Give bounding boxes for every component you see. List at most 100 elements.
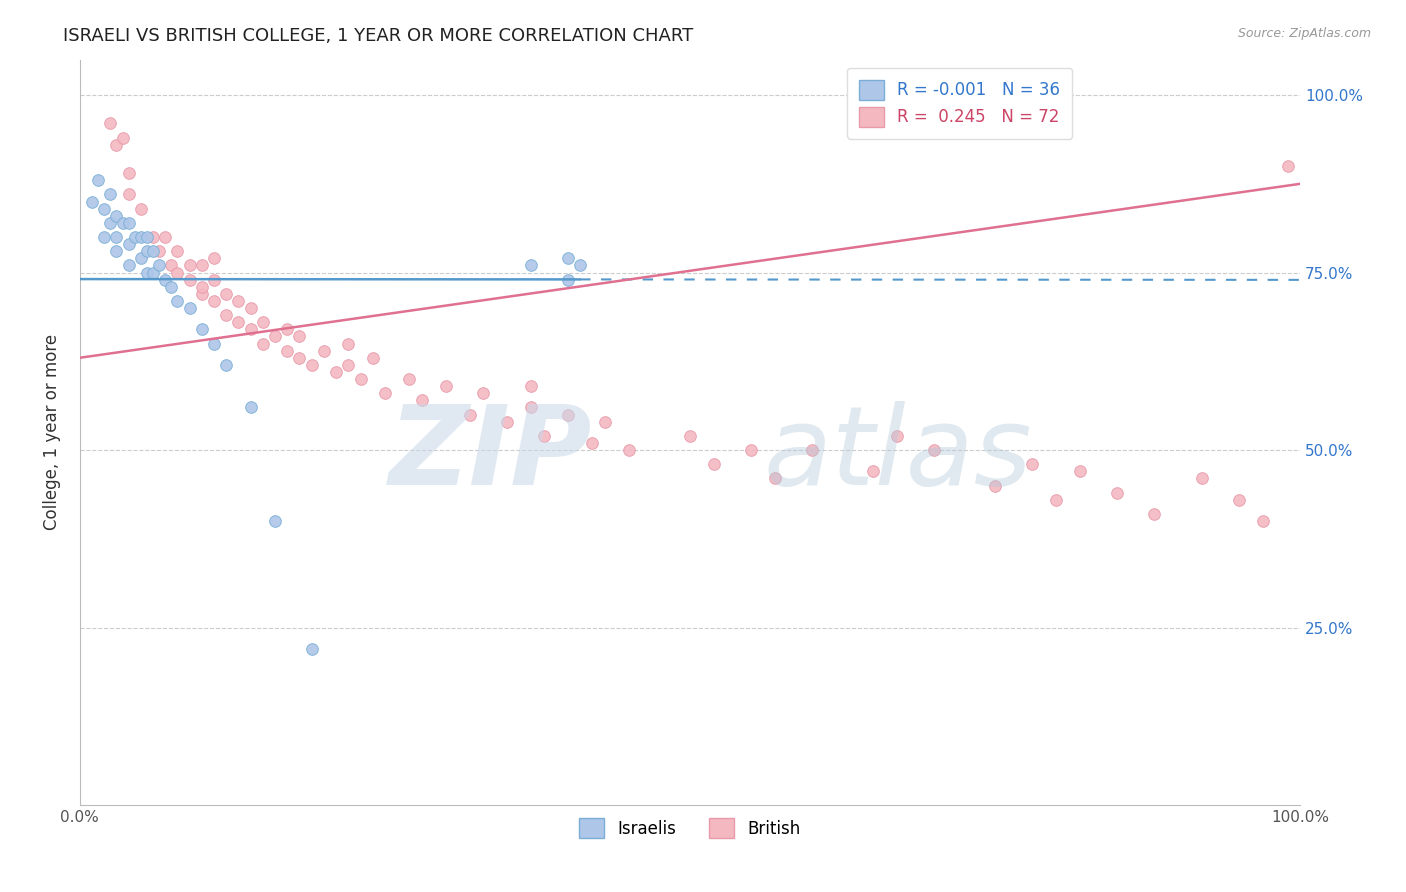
Point — [142, 244, 165, 259]
Point — [471, 386, 494, 401]
Point — [155, 273, 177, 287]
Point — [337, 358, 360, 372]
Point — [1253, 514, 1275, 528]
Point — [93, 230, 115, 244]
Point — [1045, 492, 1067, 507]
Point — [252, 336, 274, 351]
Point — [886, 429, 908, 443]
Point — [276, 322, 298, 336]
Point — [191, 322, 214, 336]
Point — [374, 386, 396, 401]
Text: Source: ZipAtlas.com: Source: ZipAtlas.com — [1237, 27, 1371, 40]
Point — [679, 429, 702, 443]
Point — [922, 443, 945, 458]
Point — [984, 478, 1007, 492]
Point — [800, 443, 823, 458]
Point — [87, 173, 110, 187]
Point — [703, 457, 725, 471]
Point — [276, 343, 298, 358]
Point — [215, 286, 238, 301]
Point — [520, 259, 543, 273]
Point — [581, 436, 603, 450]
Point — [124, 230, 146, 244]
Point — [460, 408, 482, 422]
Point — [239, 322, 262, 336]
Point — [557, 273, 579, 287]
Point — [136, 266, 159, 280]
Point — [142, 266, 165, 280]
Point — [361, 351, 384, 365]
Point — [118, 237, 141, 252]
Point — [148, 259, 170, 273]
Point — [179, 259, 201, 273]
Text: atlas: atlas — [763, 401, 1032, 508]
Point — [557, 408, 579, 422]
Point — [215, 358, 238, 372]
Point — [118, 166, 141, 180]
Point — [93, 202, 115, 216]
Point — [1142, 507, 1164, 521]
Point — [1191, 471, 1213, 485]
Point — [118, 187, 141, 202]
Point — [105, 137, 128, 152]
Point — [569, 259, 592, 273]
Point — [252, 315, 274, 329]
Point — [301, 358, 323, 372]
Point — [129, 230, 152, 244]
Point — [142, 230, 165, 244]
Point — [264, 329, 287, 343]
Point — [496, 415, 519, 429]
Point — [129, 202, 152, 216]
Point — [179, 301, 201, 315]
Point — [160, 279, 183, 293]
Point — [288, 351, 311, 365]
Point — [1277, 159, 1299, 173]
Point — [520, 379, 543, 393]
Point — [434, 379, 457, 393]
Point — [80, 194, 103, 209]
Point — [1227, 492, 1250, 507]
Point — [1105, 485, 1128, 500]
Point — [191, 259, 214, 273]
Point — [1021, 457, 1043, 471]
Point — [593, 415, 616, 429]
Point — [136, 244, 159, 259]
Point — [129, 252, 152, 266]
Point — [337, 336, 360, 351]
Point — [264, 514, 287, 528]
Point — [557, 252, 579, 266]
Point — [312, 343, 335, 358]
Point — [763, 471, 786, 485]
Text: ZIP: ZIP — [389, 401, 592, 508]
Point — [202, 273, 225, 287]
Point — [100, 187, 122, 202]
Point — [105, 230, 128, 244]
Point — [301, 641, 323, 656]
Point — [398, 372, 420, 386]
Point — [160, 259, 183, 273]
Point — [411, 393, 433, 408]
Point — [155, 230, 177, 244]
Point — [215, 308, 238, 322]
Point — [239, 401, 262, 415]
Legend: Israelis, British: Israelis, British — [572, 812, 807, 845]
Point — [100, 216, 122, 230]
Point — [148, 244, 170, 259]
Point — [228, 315, 250, 329]
Point — [862, 464, 884, 478]
Point — [228, 293, 250, 308]
Point — [105, 209, 128, 223]
Point — [111, 130, 134, 145]
Point — [202, 252, 225, 266]
Point — [239, 301, 262, 315]
Point — [166, 266, 188, 280]
Point — [111, 216, 134, 230]
Point — [191, 279, 214, 293]
Point — [191, 286, 214, 301]
Point — [1069, 464, 1091, 478]
Point — [118, 216, 141, 230]
Point — [202, 336, 225, 351]
Point — [202, 293, 225, 308]
Point — [617, 443, 640, 458]
Point — [105, 244, 128, 259]
